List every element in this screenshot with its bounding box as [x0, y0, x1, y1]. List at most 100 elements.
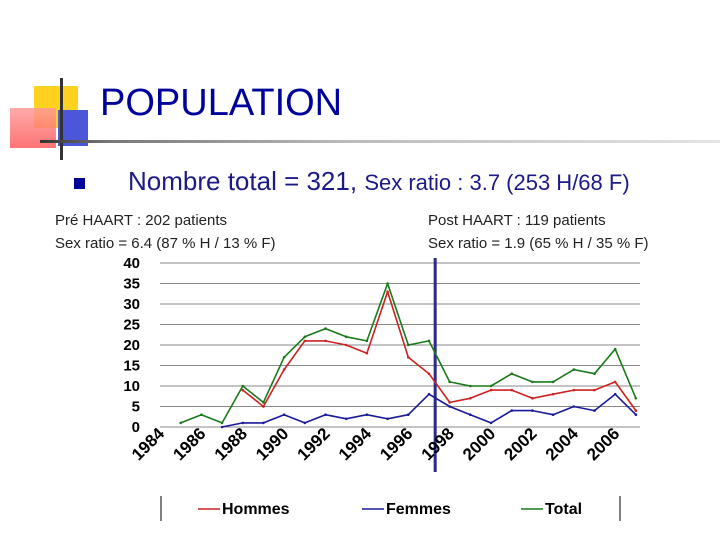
x-tick-label-2006: 2006: [583, 424, 623, 464]
y-tick-label-35: 35: [123, 276, 140, 293]
x-tick-label-1998: 1998: [418, 424, 458, 464]
data-point-femmes-2001: [510, 409, 514, 412]
data-point-total-2000: [489, 384, 493, 388]
data-point-femmes-1990: [282, 413, 286, 417]
data-point-femmes-1994: [365, 413, 369, 417]
data-point-total-1993: [344, 335, 348, 339]
y-tick-label-5: 5: [132, 399, 140, 416]
data-point-hommes-1988: [241, 388, 245, 392]
data-point-hommes-2001: [510, 388, 514, 392]
data-point-total-1990: [282, 356, 286, 359]
post-haart-note: Post HAART : 119 patients Sex ratio = 1.…: [428, 209, 649, 255]
decor-vertical-line: [60, 78, 63, 160]
data-point-femmes-2004: [572, 405, 576, 408]
data-point-femmes-1998: [448, 405, 451, 408]
data-point-total-1988: [241, 384, 245, 388]
pre-haart-note: Pré HAART : 202 patients Sex ratio = 6.4…: [55, 209, 276, 255]
y-tick-labels: 0 5 10 15 20 25 30 35 40: [123, 255, 140, 436]
legend-label-total: Total: [545, 501, 582, 518]
data-point-hommes-2006: [613, 380, 617, 384]
y-tick-label-10: 10: [123, 378, 140, 395]
data-point-total-1999: [469, 384, 472, 388]
title-underline: [40, 140, 720, 143]
data-point-hommes-1999: [469, 397, 472, 400]
data-point-femmes-1995: [386, 417, 389, 421]
x-tick-labels: 1984 1986 1988 1990 1992 1994 1996 1998 2000 2002…: [128, 424, 623, 465]
data-point-hommes-2007: [634, 409, 638, 412]
pre-haart-line2: Sex ratio = 6.4 (87 % H / 13 % F): [55, 235, 276, 252]
series-line-femmes: [221, 393, 637, 428]
data-point-hommes-2003: [551, 392, 555, 396]
data-point-femmes-1996: [406, 413, 410, 417]
data-point-total-2005: [593, 372, 596, 376]
data-point-femmes-1993: [344, 417, 348, 421]
data-point-total-1997: [427, 339, 431, 343]
x-tick-label-2002: 2002: [500, 424, 540, 464]
data-point-total-2003: [551, 380, 555, 384]
data-point-total-1989: [262, 401, 265, 404]
bullet-text: Nombre total = 321, Sex ratio : 3.7 (253…: [128, 166, 630, 197]
data-point-femmes-1991: [303, 421, 307, 425]
legend-label-femmes: Femmes: [386, 501, 451, 518]
slide-title: POPULATION: [100, 82, 343, 124]
post-haart-line1: Post HAART : 119 patients: [428, 212, 606, 229]
data-point-hommes-1993: [344, 343, 348, 347]
data-point-total-1987: [220, 421, 224, 425]
x-tick-label-1990: 1990: [252, 424, 292, 464]
data-point-total-2004: [572, 368, 576, 371]
legend-label-hommes: Hommes: [222, 501, 290, 518]
series-layer: [179, 282, 638, 429]
series-line-hommes: [242, 290, 637, 412]
data-point-femmes-2003: [551, 413, 555, 417]
data-point-femmes-2002: [531, 409, 534, 412]
legend: Hommes Femmes Total: [160, 496, 621, 521]
data-point-total-2006: [613, 347, 617, 351]
data-point-hommes-1998: [448, 401, 451, 404]
data-point-hommes-2000: [489, 388, 493, 392]
bullet-detail: Sex ratio : 3.7 (253 H/68 F): [364, 170, 630, 195]
x-tick-label-1994: 1994: [335, 424, 376, 465]
y-tick-label-15: 15: [123, 358, 140, 375]
data-point-hommes-2004: [572, 388, 576, 392]
data-point-total-2001: [510, 372, 514, 376]
data-point-hommes-2005: [593, 388, 596, 392]
data-point-femmes-2006: [613, 392, 617, 396]
data-point-total-1985: [179, 421, 182, 425]
y-tick-label-20: 20: [123, 337, 140, 354]
data-point-femmes-1999: [469, 413, 472, 417]
x-tick-label-2000: 2000: [459, 424, 499, 464]
x-tick-label-1992: 1992: [294, 424, 334, 464]
y-tick-label-25: 25: [123, 317, 140, 334]
post-haart-line2: Sex ratio = 1.9 (65 % H / 35 % F): [428, 235, 649, 252]
y-tick-label-30: 30: [123, 296, 140, 313]
data-point-femmes-1989: [262, 421, 265, 425]
data-point-total-1998: [448, 380, 451, 384]
data-point-femmes-2000: [489, 421, 493, 425]
data-point-femmes-1987: [220, 425, 224, 429]
data-point-femmes-1992: [324, 413, 327, 417]
data-point-hommes-1995: [386, 290, 389, 294]
data-point-hommes-1994: [365, 351, 369, 355]
data-point-total-1992: [324, 327, 327, 330]
data-point-hommes-1997: [427, 372, 431, 376]
data-point-femmes-1997: [427, 392, 431, 396]
data-point-hommes-2002: [531, 397, 534, 400]
data-point-hommes-1992: [324, 339, 327, 343]
data-point-femmes-2007: [634, 413, 638, 417]
data-point-total-1991: [303, 335, 307, 339]
y-tick-label-0: 0: [132, 419, 140, 436]
pre-haart-line1: Pré HAART : 202 patients: [55, 212, 228, 229]
x-tick-label-1986: 1986: [169, 424, 209, 464]
data-point-total-2007: [634, 397, 638, 400]
data-point-total-2002: [531, 380, 534, 384]
y-tick-label-40: 40: [123, 255, 140, 272]
data-point-hommes-1996: [406, 356, 410, 359]
data-point-hommes-1991: [303, 339, 307, 343]
data-point-total-1986: [200, 413, 203, 417]
x-tick-label-2004: 2004: [542, 424, 583, 465]
x-tick-label-1988: 1988: [211, 424, 251, 464]
bullet-main: Nombre total = 321,: [128, 166, 358, 196]
data-point-total-1995: [386, 282, 389, 285]
data-point-hommes-1990: [282, 368, 286, 371]
